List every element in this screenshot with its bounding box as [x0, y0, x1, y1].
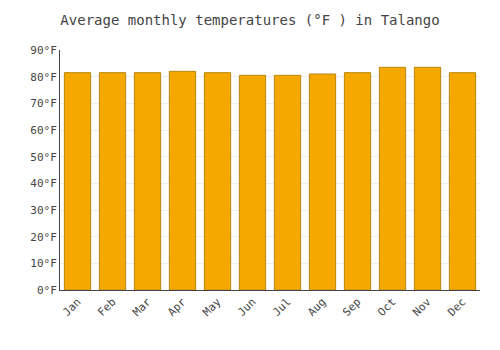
svg-text:20°F: 20°F: [30, 231, 57, 244]
svg-text:May: May: [200, 295, 224, 319]
svg-text:80°F: 80°F: [30, 71, 57, 84]
svg-text:Nov: Nov: [410, 295, 434, 319]
svg-text:Average monthly temperatures (: Average monthly temperatures (°F ) in Ta…: [60, 12, 439, 28]
svg-text:Dec: Dec: [445, 296, 468, 319]
svg-text:Apr: Apr: [165, 295, 189, 319]
svg-text:90°F: 90°F: [30, 44, 57, 57]
svg-text:Oct: Oct: [375, 296, 398, 319]
svg-text:Mar: Mar: [130, 295, 154, 319]
svg-text:Sep: Sep: [340, 296, 363, 319]
svg-text:50°F: 50°F: [30, 151, 57, 164]
svg-text:Jun: Jun: [235, 296, 258, 319]
svg-text:70°F: 70°F: [30, 97, 57, 110]
svg-text:60°F: 60°F: [30, 124, 57, 137]
svg-text:30°F: 30°F: [30, 204, 57, 217]
svg-text:40°F: 40°F: [30, 177, 57, 190]
svg-text:Jul: Jul: [270, 296, 293, 319]
svg-text:Aug: Aug: [305, 296, 328, 319]
svg-text:0°F: 0°F: [37, 284, 57, 297]
svg-text:Feb: Feb: [95, 296, 118, 319]
svg-text:Jan: Jan: [60, 296, 83, 319]
svg-text:10°F: 10°F: [30, 257, 57, 270]
